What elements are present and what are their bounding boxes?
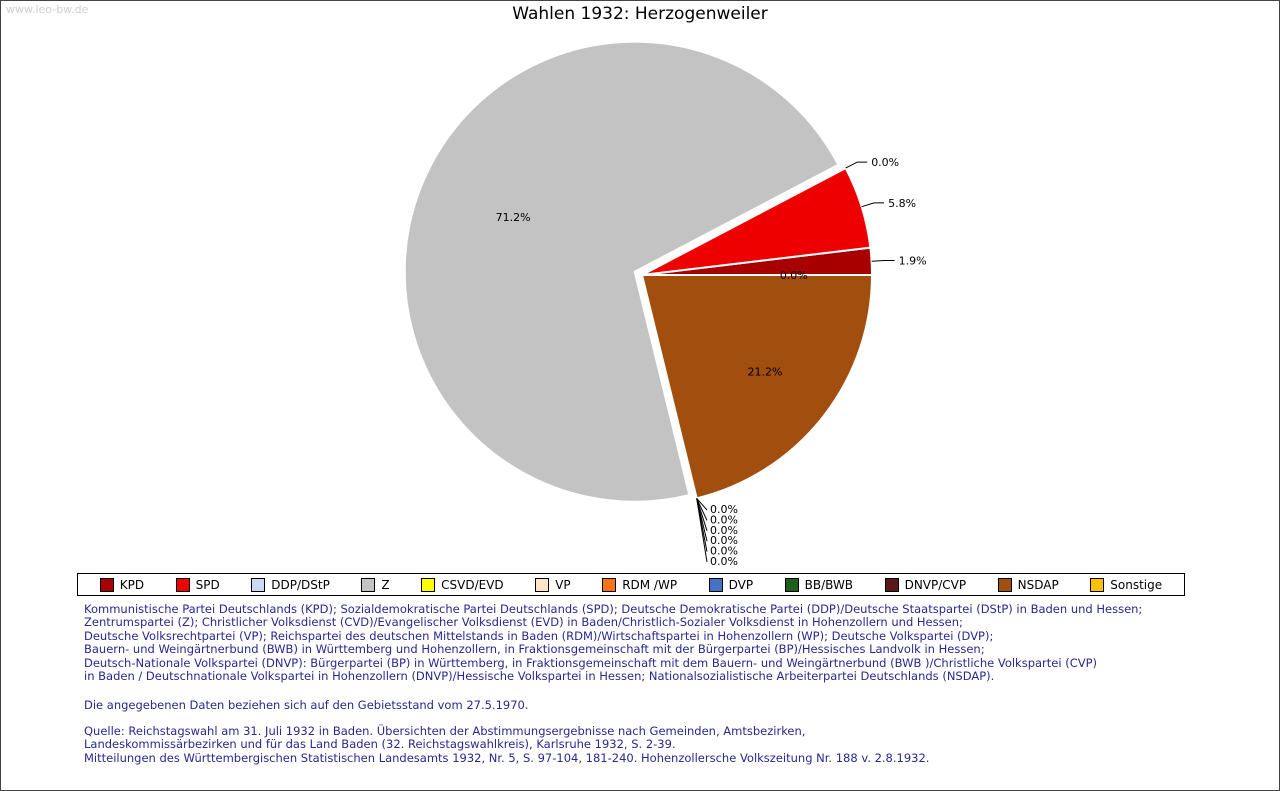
text-line: Mitteilungen des Württembergischen Stati… — [84, 750, 930, 765]
legend-swatch-vp — [535, 577, 550, 592]
legend-swatch-rdm-wp — [602, 577, 617, 592]
slice-value-label-kpd: 1.9% — [899, 255, 927, 268]
legend-item-z: Z — [361, 577, 390, 592]
legend-swatch-csvd-evd — [421, 577, 436, 592]
legend-swatch-kpd — [99, 577, 114, 592]
legend-label: Sonstige — [1110, 577, 1163, 592]
legend-swatch-dnvp-cvp — [884, 577, 899, 592]
legend-item-rdm-wp: RDM /WP — [602, 577, 678, 592]
slice-value-label-bb-bwb: 0.0% — [710, 545, 738, 558]
text-line: Zentrumspartei (Z); Christlicher Volksdi… — [84, 615, 963, 630]
parties-explanation-note: Kommunistische Partei Deutschlands (KPD)… — [84, 602, 1249, 684]
leader-line-ddp-dstp — [845, 161, 868, 169]
slice-value-label-rdm-wp: 0.0% — [710, 524, 738, 537]
legend-label: Z — [381, 577, 390, 592]
legend-label: DDP/DStP — [271, 577, 330, 592]
leader-line-dnvp-cvp — [696, 498, 708, 563]
legend-item-csvd-evd: CSVD/EVD — [421, 577, 504, 592]
legend-item-dnvp-cvp: DNVP/CVP — [884, 577, 967, 592]
legend-label: CSVD/EVD — [441, 577, 504, 592]
legend-item-bb-bwb: BB/BWB — [784, 577, 854, 592]
text-line: Quelle: Reichstagswahl am 31. Juli 1932 … — [84, 724, 806, 738]
pie-slice-z — [403, 40, 840, 503]
text-line: Deutsche Volksrechtpartei (VP); Reichspa… — [84, 628, 994, 643]
slice-value-label-z: 71.2% — [496, 211, 531, 224]
legend-swatch-z — [361, 577, 376, 592]
legend-label: RDM /WP — [622, 577, 678, 592]
slice-value-label-dnvp-cvp: 0.0% — [710, 555, 738, 568]
legend-label: VP — [555, 577, 571, 592]
slice-value-label-ddp-dstp: 0.0% — [871, 156, 899, 169]
leader-line-kpd — [871, 260, 895, 262]
legend-swatch-ddp-dstp — [251, 577, 266, 592]
legend-label: DNVP/CVP — [904, 577, 967, 592]
legend-label: KPD — [119, 577, 145, 592]
slice-value-label-vp: 0.0% — [710, 513, 738, 526]
text-line: Landeskommissärbezirken und für das Land… — [84, 737, 676, 752]
pie-chart-svg: 1.9%5.8%0.0%71.2%21.2%0.0%0.0%0.0%0.0%0.… — [403, 40, 927, 568]
legend-swatch-bb-bwb — [784, 577, 799, 592]
legend-item-kpd: KPD — [99, 577, 145, 592]
legend-item-nsdap: NSDAP — [997, 577, 1059, 592]
leader-line-spd — [861, 202, 885, 208]
slice-value-label-sonstige: 0.0% — [780, 269, 808, 282]
legend-label: SPD — [195, 577, 220, 592]
legend-item-ddp-dstp: DDP/DStP — [251, 577, 330, 592]
legend-label: DVP — [728, 577, 754, 592]
source-note: Quelle: Reichstagswahl am 31. Juli 1932 … — [84, 724, 1249, 765]
slice-value-label-spd: 5.8% — [888, 197, 916, 210]
legend-label: BB/BWB — [804, 577, 854, 592]
legend-label: NSDAP — [1017, 577, 1059, 592]
slice-value-label-nsdap: 21.2% — [748, 366, 783, 379]
text-line: in Baden / Deutschnationale Volkspartei … — [84, 669, 995, 684]
legend-item-sonstige: Sonstige — [1090, 577, 1163, 592]
legend-swatch-sonstige — [1090, 577, 1105, 592]
legend-item-vp: VP — [535, 577, 571, 592]
legend-swatch-dvp — [708, 577, 723, 592]
leader-line-vp — [696, 498, 708, 521]
chart-title: Wahlen 1932: Herzogenweiler — [512, 4, 768, 24]
text-line: Kommunistische Partei Deutschlands (KPD)… — [84, 602, 1143, 616]
legend-swatch-spd — [175, 577, 190, 592]
legend-item-spd: SPD — [175, 577, 220, 592]
text-line: Bauern- und Weingärtnerbund (BWB) in Wür… — [84, 642, 985, 657]
text-line: Deutsch-Nationale Volkspartei (DNVP): Bü… — [84, 655, 1098, 670]
leader-line-csvd-evd — [696, 498, 708, 511]
slice-value-label-dvp: 0.0% — [710, 534, 738, 547]
legend-item-dvp: DVP — [708, 577, 754, 592]
leo-bw-watermark: www.leo-bw.de — [6, 3, 89, 16]
legend-swatch-nsdap — [997, 577, 1012, 592]
legend: KPD SPD DDP/DStP Z CSVD/EVD VP RDM /WP DVP BB/BW… — [77, 573, 1185, 596]
pie-slice-nsdap — [641, 274, 873, 500]
slice-value-label-csvd-evd: 0.0% — [710, 503, 738, 516]
territorial-note: Die angegebenen Daten beziehen sich auf … — [84, 698, 529, 712]
